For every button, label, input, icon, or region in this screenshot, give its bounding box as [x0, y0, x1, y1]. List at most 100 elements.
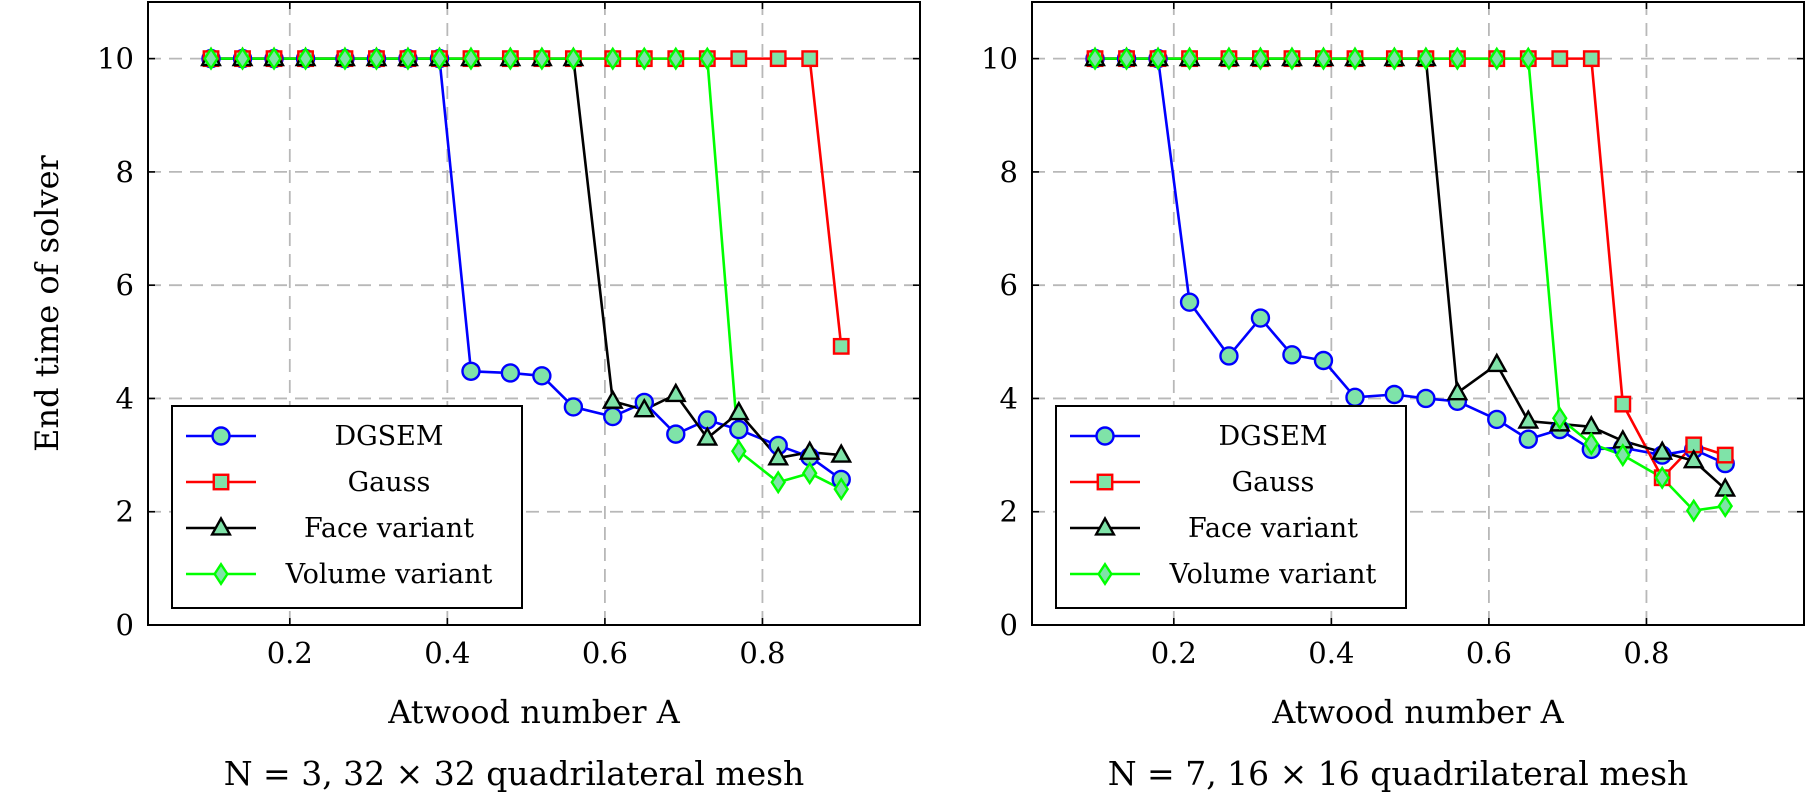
data-point: [1087, 46, 1103, 71]
legend-label: Volume variant: [1169, 559, 1377, 590]
panel-caption: N = 7, 16 × 16 quadrilateral mesh: [1108, 754, 1689, 793]
data-point: [666, 424, 686, 444]
data-point: [1416, 388, 1436, 409]
x-tick-label: 0.2: [1151, 636, 1197, 670]
legend-marker: [211, 426, 231, 446]
data-point: [461, 361, 481, 381]
data-point: [400, 46, 416, 71]
data-point: [463, 46, 479, 71]
data-point: [1551, 50, 1569, 68]
series-markers-volume-variant: [203, 46, 850, 502]
data-point: [1313, 350, 1334, 371]
x-axis-label: Atwood number A: [1271, 693, 1564, 731]
legend-marker: [1097, 562, 1113, 586]
legend-label: Volume variant: [285, 559, 493, 590]
series-markers-volume-variant: [1087, 46, 1734, 523]
data-point: [730, 50, 748, 68]
data-point: [1284, 46, 1300, 71]
data-point: [636, 46, 653, 71]
data-point: [297, 46, 314, 71]
data-point: [1654, 465, 1671, 490]
data-point: [1181, 46, 1198, 71]
data-point: [1384, 384, 1405, 405]
x-tick-label: 0.8: [739, 636, 785, 670]
data-point: [1282, 345, 1302, 365]
legend-label: Gauss: [1232, 467, 1315, 498]
x-tick-label: 0.6: [1466, 636, 1512, 670]
data-point: [266, 46, 282, 71]
legend-marker: [212, 473, 230, 491]
legend: DGSEM Gauss Face variant Volume variant: [1055, 405, 1407, 609]
data-point: [667, 46, 684, 71]
data-point: [1551, 406, 1568, 431]
data-point: [603, 406, 623, 427]
x-axis-label: Atwood number A: [387, 693, 680, 731]
data-point: [601, 389, 624, 409]
data-point: [1685, 498, 1702, 523]
y-tick-label: 2: [1000, 495, 1018, 529]
y-tick-label: 8: [116, 155, 134, 189]
series-markers-face-variant: [200, 46, 853, 466]
y-axis-label: End time of solver: [28, 154, 66, 451]
data-point: [769, 50, 787, 68]
data-point: [1386, 46, 1403, 71]
legend-marker: [210, 516, 232, 536]
data-point: [1315, 46, 1332, 71]
data-point: [502, 46, 519, 71]
data-point: [1418, 46, 1434, 71]
data-point: [1252, 46, 1269, 71]
legend-label: DGSEM: [1218, 421, 1327, 452]
data-point: [731, 439, 747, 464]
legend: DGSEM Gauss Face variant Volume variant: [171, 405, 523, 609]
y-tick-label: 6: [1000, 268, 1018, 302]
data-point: [1347, 46, 1363, 71]
data-point: [1583, 431, 1600, 456]
x-tick-label: 0.4: [424, 636, 470, 670]
data-point: [1179, 292, 1200, 312]
data-point: [798, 440, 821, 460]
plot-frame: [1031, 1, 1805, 626]
data-point: [697, 410, 718, 430]
y-tick-label: 2: [116, 495, 134, 529]
data-point: [234, 46, 251, 71]
legend-label: Gauss: [348, 467, 431, 498]
data-point: [500, 363, 521, 383]
data-point: [1250, 308, 1271, 328]
data-point: [1582, 50, 1600, 68]
legend-marker: [213, 562, 229, 586]
y-tick-label: 0: [116, 608, 134, 642]
data-point: [770, 470, 787, 495]
data-point: [1488, 46, 1505, 71]
legend-marker: [1094, 516, 1116, 536]
data-point: [1345, 387, 1365, 408]
x-tick-label: 0.8: [1623, 636, 1669, 670]
x-tick-label: 0.2: [267, 636, 313, 670]
data-point: [604, 46, 621, 71]
data-point: [801, 461, 818, 486]
data-point: [534, 46, 550, 71]
data-point: [368, 46, 385, 71]
data-point: [727, 400, 750, 421]
chart-panel-2: 0.2 0.4 0.6 0.8 0 2 4 6 8 10 Atwood number A N = 7,…: [981, 1, 1805, 793]
data-point: [767, 445, 790, 466]
data-point: [532, 366, 552, 386]
chart-panel-1: 0.2 0.4 0.6 0.8 0 2 4 6 8 10 Atwood number A End ti…: [28, 1, 921, 793]
data-point: [1221, 46, 1237, 71]
series-line-gauss: [211, 57, 843, 347]
y-tick-label: 10: [981, 42, 1018, 76]
data-point: [1485, 352, 1508, 373]
data-point: [1446, 380, 1469, 401]
data-point: [832, 337, 850, 355]
data-point: [1150, 46, 1166, 71]
legend-label: DGSEM: [334, 421, 443, 452]
x-tick-label: 0.4: [1308, 636, 1354, 670]
data-point: [565, 46, 582, 71]
y-tick-label: 6: [116, 268, 134, 302]
data-point: [1651, 440, 1674, 460]
data-point: [633, 397, 656, 418]
y-tick-label: 4: [116, 381, 134, 415]
data-point: [1682, 448, 1705, 469]
data-point: [1219, 346, 1239, 366]
data-point: [203, 46, 219, 71]
